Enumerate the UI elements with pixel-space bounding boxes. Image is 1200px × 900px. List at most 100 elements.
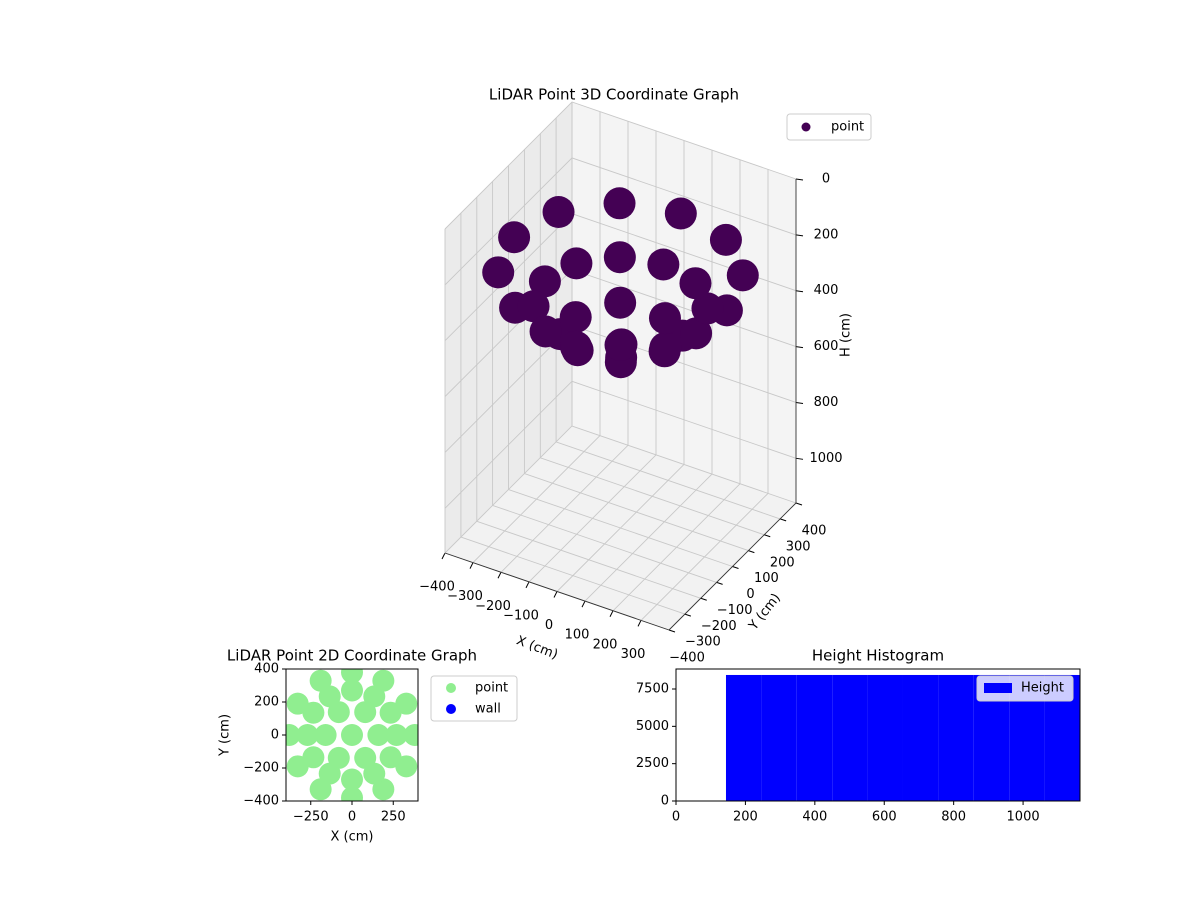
point <box>379 746 402 769</box>
axes-frame <box>675 668 1081 802</box>
point <box>664 197 697 230</box>
y-tick <box>700 597 707 601</box>
point <box>603 187 636 220</box>
x-tick <box>497 572 502 579</box>
z-tick <box>795 346 804 349</box>
point <box>529 315 562 348</box>
point <box>379 701 402 724</box>
point <box>341 679 363 702</box>
point <box>403 724 418 746</box>
grid-line <box>444 380 797 509</box>
z-tick-label: 0 <box>822 172 830 187</box>
bar <box>832 674 868 801</box>
point <box>517 290 550 323</box>
point <box>341 724 363 746</box>
legend-label: Height <box>1021 681 1064 696</box>
chart-title: LiDAR Point 3D Coordinate Graph <box>489 86 739 104</box>
point <box>649 331 682 364</box>
point <box>286 724 301 746</box>
point <box>385 724 408 746</box>
y-tick-label: −200 <box>243 761 279 776</box>
z-tick <box>795 290 804 293</box>
x-tick-label: 600 <box>872 810 897 825</box>
point <box>604 286 637 319</box>
y-tick-label: −400 <box>669 651 705 666</box>
x-axis-label: X (cm) <box>514 633 560 662</box>
x-tick-label: −100 <box>503 608 539 623</box>
point <box>603 241 636 274</box>
grid-line <box>523 149 749 552</box>
x-tick <box>469 562 474 569</box>
y-tick-label: −400 <box>243 794 279 809</box>
legend-label: wall <box>475 702 501 717</box>
z-tick-label: 800 <box>814 395 839 410</box>
point <box>691 292 724 325</box>
y-tick <box>668 629 676 633</box>
bar <box>938 674 974 801</box>
z-tick <box>795 234 804 237</box>
y-tick-label: 2500 <box>636 756 669 771</box>
x-tick-label: 300 <box>621 647 646 662</box>
point <box>560 247 593 280</box>
y-tick-label: 5000 <box>636 719 669 734</box>
x-axis-label: X (cm) <box>331 830 374 845</box>
x-tick-label: −250 <box>293 810 329 825</box>
x-tick-label: 250 <box>381 810 406 825</box>
point <box>302 746 325 769</box>
legend <box>976 675 1074 702</box>
z-tick <box>795 457 804 460</box>
x-tick <box>441 552 446 560</box>
legend-marker <box>446 683 456 693</box>
x-tick <box>637 620 642 627</box>
legend <box>786 113 872 141</box>
y-tick <box>748 550 755 554</box>
legend-label: point <box>475 681 508 696</box>
y-axis-line <box>668 502 797 631</box>
y-tick-label: 400 <box>802 524 827 539</box>
point <box>482 256 515 289</box>
x-tick-label: 0 <box>672 810 680 825</box>
plot-area <box>286 669 418 801</box>
grid-line <box>492 181 717 583</box>
point <box>341 768 363 791</box>
grid-line <box>444 157 797 286</box>
point <box>559 301 592 334</box>
z-tick-label: 400 <box>814 283 839 298</box>
y-tick <box>716 581 723 585</box>
z-tick-label: 1000 <box>809 451 842 466</box>
x-tick-label: 800 <box>941 810 966 825</box>
y-tick-label: 0 <box>661 794 669 809</box>
point <box>709 223 742 256</box>
x-tick <box>581 600 586 608</box>
grid-line <box>460 213 686 615</box>
chart-title: LiDAR Point 2D Coordinate Graph <box>227 647 477 665</box>
z-tick-label: 200 <box>814 227 839 242</box>
bar <box>725 674 762 801</box>
y-tick <box>764 534 771 538</box>
x-tick-label: −200 <box>475 599 511 614</box>
point <box>679 267 712 300</box>
chart-title: Height Histogram <box>812 647 944 665</box>
bar <box>761 674 797 801</box>
x-tick-label: 400 <box>802 810 827 825</box>
x-tick-label: 1000 <box>1007 810 1040 825</box>
z-tick <box>795 401 804 404</box>
y-tick-label: 0 <box>746 587 754 602</box>
point <box>648 302 681 335</box>
point <box>314 724 337 746</box>
y-tick-label: 100 <box>754 571 779 586</box>
bar <box>796 674 833 801</box>
legend-label: point <box>831 120 864 135</box>
y-tick-label: 300 <box>786 539 811 554</box>
point <box>354 701 377 724</box>
x-tick <box>525 581 530 589</box>
point <box>341 786 363 801</box>
y-tick-label: 200 <box>770 555 795 570</box>
x-tick <box>609 610 614 617</box>
z-tick-label: 600 <box>814 339 839 354</box>
x-tick-label: 0 <box>545 618 553 633</box>
x-tick-label: 100 <box>565 628 590 643</box>
y-tick-label: 0 <box>271 728 279 743</box>
x-tick-label: 200 <box>733 810 758 825</box>
